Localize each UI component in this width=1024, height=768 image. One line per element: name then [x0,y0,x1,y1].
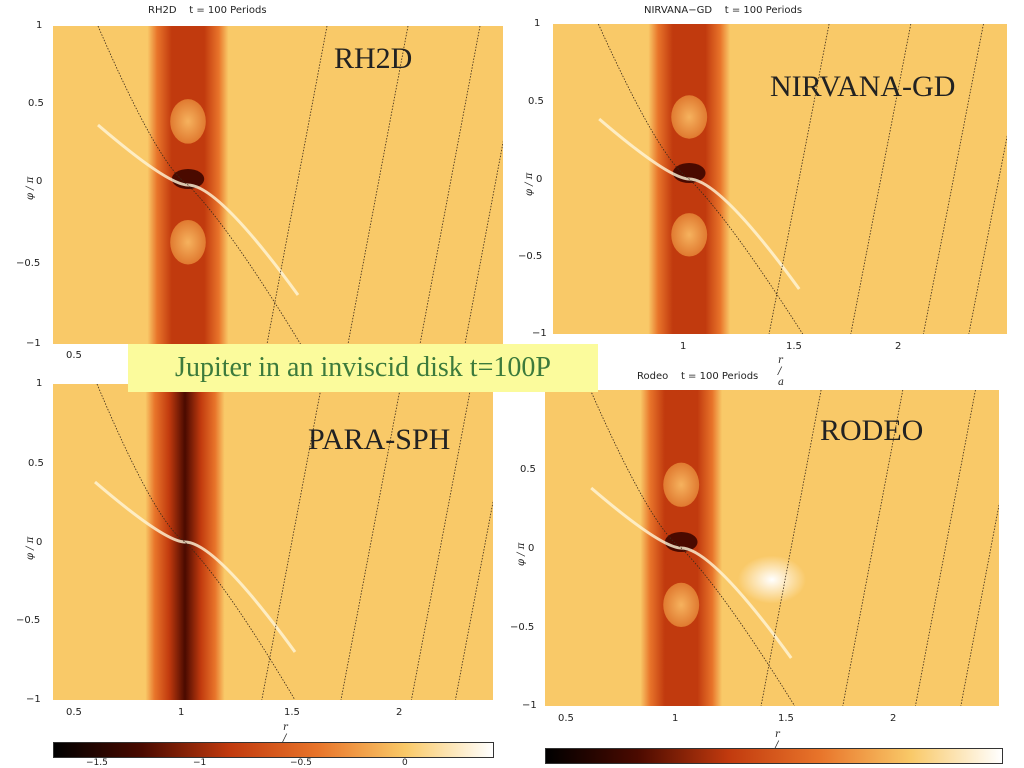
density-map-rh2d [53,26,503,344]
colorbar-left [53,742,494,758]
y-axis-label: φ / π [524,172,535,196]
separatrix-line [590,390,796,706]
separatrix-line [96,384,296,700]
panel-title: NIRVANA−GD t = 100 Periods [644,5,803,16]
vortex-blob [170,99,206,144]
y-tick: −1 [522,700,537,711]
x-tick: 0.5 [66,350,82,361]
y-tick: 0.5 [528,96,544,107]
title-banner: Jupiter in an inviscid disk t=100P [128,344,598,392]
panel-title: RH2D t = 100 Periods [148,5,267,16]
colorbar-right [545,748,1003,764]
streamline [842,390,904,706]
y-tick: 0 [36,537,43,548]
streamline [960,502,999,706]
code-label-nirvana: NIRVANA-GD [770,70,956,103]
spiral-arm [94,480,297,653]
disk-background [553,24,1007,334]
y-tick: 1 [36,20,43,31]
x-tick: 1 [680,341,687,352]
y-tick: −1 [26,338,41,349]
code-label-rh2d: RH2D [334,42,413,75]
vortex-blob [170,219,206,265]
y-axis-label: φ / π [25,536,36,560]
vortex-blob [663,582,700,627]
y-tick: −0.5 [16,615,41,626]
y-tick: 1 [36,378,43,389]
separatrix-line [598,24,804,334]
density-map-parasph [53,384,493,700]
colorbar-tick: −1 [193,758,207,768]
x-tick: 1 [178,707,185,718]
density-map-rodeo [545,390,999,706]
y-tick: −1 [532,328,547,339]
y-tick: 1 [534,18,541,29]
streamline [760,390,822,706]
y-tick: 0 [536,174,543,185]
disk-background [53,384,493,700]
y-tick: −1 [26,694,41,705]
y-tick: 0.5 [28,98,44,109]
y-tick: −0.5 [16,258,41,269]
streamline [915,390,976,706]
white-spot [738,555,806,604]
separatrix-line [97,26,301,344]
y-tick: −0.5 [510,622,535,633]
streamline [261,384,323,700]
y-tick: 0.5 [520,464,536,475]
code-label-rodeo: RODEO [820,414,924,447]
streamline [340,384,402,700]
x-tick: 0.5 [66,707,82,718]
y-axis-label: φ / π [25,176,36,200]
y-tick: 0.5 [28,458,44,469]
code-label-parasph: PARA-SPH [308,423,451,456]
streamline [411,384,472,700]
x-tick: 0.5 [558,713,574,724]
vortex-blob [671,213,708,257]
x-tick: 2 [890,713,897,724]
x-tick: 1 [672,713,679,724]
x-tick: 1.5 [284,707,300,718]
streamline [455,499,493,700]
colorbar-tick: 0 [402,758,408,768]
disk-background [545,390,999,706]
x-tick: 2 [396,707,403,718]
density-map-nirvana [553,24,1007,334]
colorbar-tick: −0.5 [290,758,312,768]
x-tick: 1.5 [778,713,794,724]
vortex-blob [663,462,700,507]
x-axis-label: r / a [778,355,784,388]
y-tick: 0 [36,176,43,187]
y-tick: 0 [528,543,535,554]
y-axis-label: φ / π [516,542,527,566]
x-tick: 1.5 [786,341,802,352]
x-tick: 2 [895,341,902,352]
y-tick: −0.5 [518,251,543,262]
vortex-blob [671,95,708,139]
colorbar-tick: −1.5 [86,758,108,768]
disk-background [53,26,503,344]
panel-title: Rodeo t = 100 Periods [637,371,759,382]
